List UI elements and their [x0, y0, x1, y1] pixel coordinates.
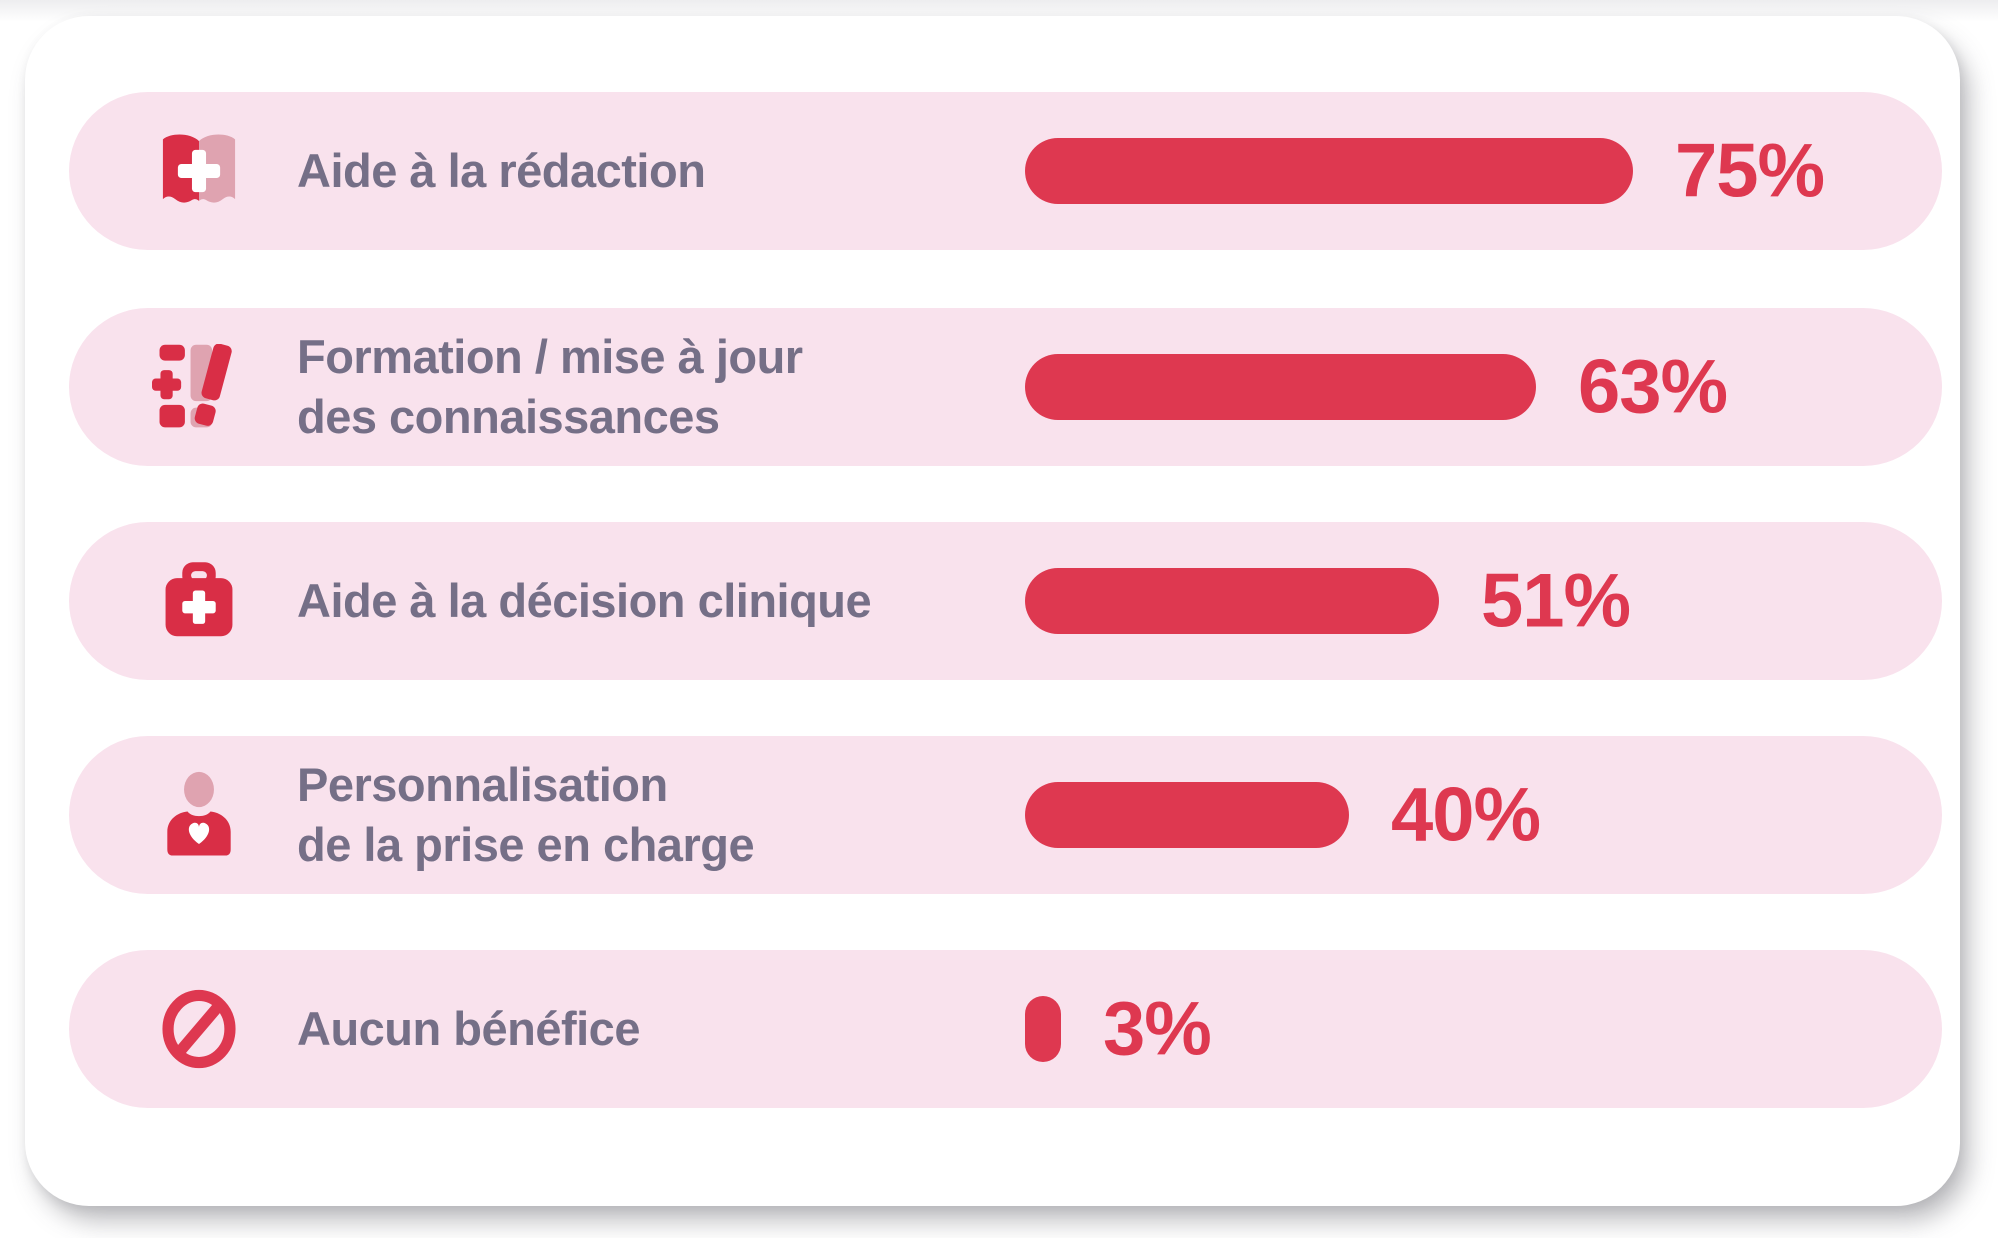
row-label: Aide à la décision clinique	[297, 574, 872, 627]
books-icon	[152, 340, 246, 434]
value-bar	[1025, 138, 1633, 204]
value-bar	[1025, 354, 1536, 420]
value-label: 63%	[1578, 344, 1728, 430]
survey-results-card: Aide à la rédaction 75%	[25, 16, 1960, 1206]
value-bar	[1025, 782, 1349, 848]
value-label: 51%	[1481, 558, 1631, 644]
value-label: 40%	[1391, 772, 1541, 858]
medical-book-icon	[152, 124, 246, 218]
row-label: Formation / mise à jour des connaissance…	[297, 330, 803, 443]
person-heart-icon	[152, 768, 246, 862]
stat-row-aucun-benefice: Aucun bénéfice 3%	[69, 950, 1942, 1108]
value-label: 75%	[1675, 128, 1825, 214]
value-bar	[1025, 996, 1061, 1062]
row-label: Aucun bénéfice	[297, 1002, 640, 1055]
value-label: 3%	[1103, 986, 1212, 1072]
row-label: Aide à la rédaction	[297, 144, 706, 197]
stat-row-personnalisation: Personnalisation de la prise en charge 4…	[69, 736, 1942, 894]
stat-row-decision: Aide à la décision clinique 51%	[69, 522, 1942, 680]
medical-bag-icon	[152, 554, 246, 648]
row-label: Personnalisation de la prise en charge	[297, 758, 755, 871]
value-bar	[1025, 568, 1439, 634]
no-benefit-icon	[152, 982, 246, 1076]
stat-row-formation: Formation / mise à jour des connaissance…	[69, 308, 1942, 466]
stat-row-redaction: Aide à la rédaction 75%	[69, 92, 1942, 250]
